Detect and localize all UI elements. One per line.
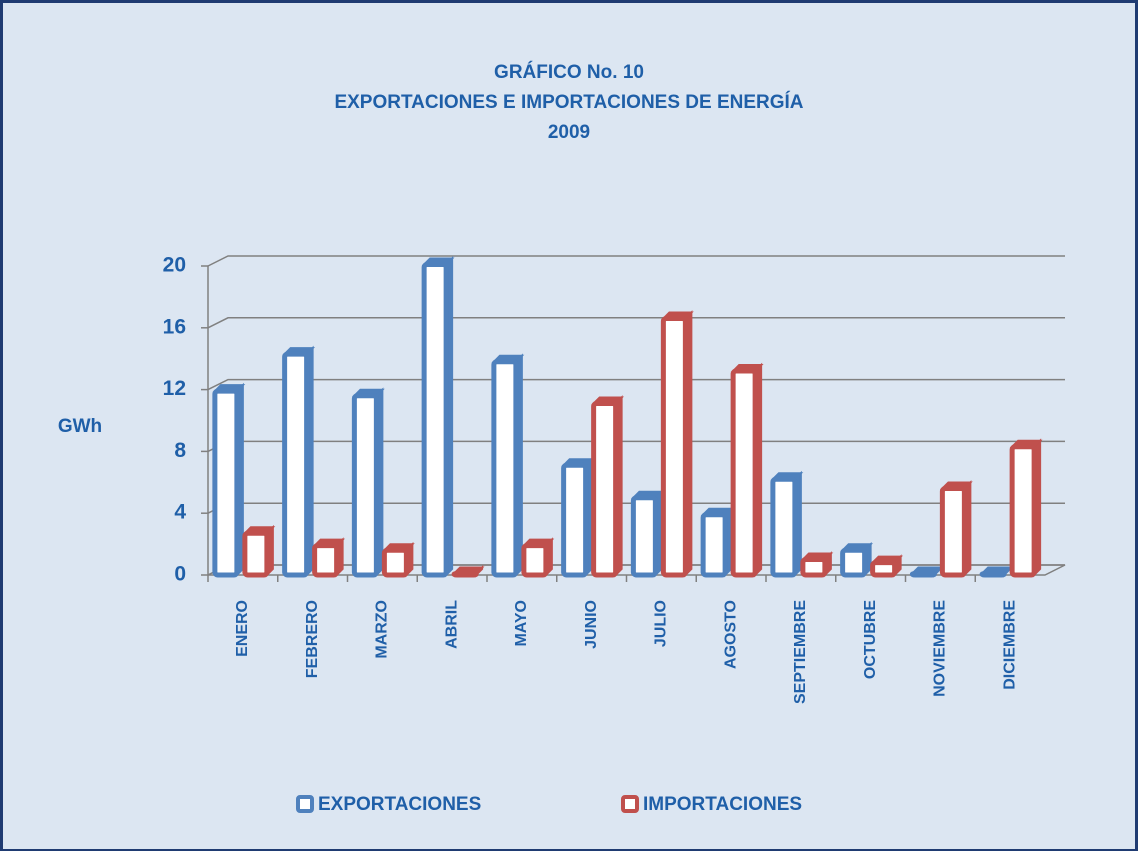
bar: [660, 316, 688, 578]
legend-swatch: [296, 795, 314, 813]
bar: [421, 261, 449, 578]
x-tick-label: ABRIL: [443, 600, 460, 649]
legend-label: EXPORTACIONES: [318, 794, 481, 815]
grid-line: [207, 255, 1065, 267]
chart-title: 2009: [548, 122, 590, 143]
bar: [630, 495, 658, 578]
x-tick-label: FEBRERO: [304, 600, 321, 678]
x-tick-label: NOVIEMBRE: [932, 600, 949, 697]
y-tick-label: 16: [163, 315, 186, 338]
bar: [730, 368, 758, 578]
chart-title: EXPORTACIONES E IMPORTACIONES DE ENERGÍA: [334, 91, 803, 113]
bar: [451, 570, 479, 578]
bar: [242, 530, 270, 578]
bar: [312, 543, 340, 578]
bar: [591, 401, 619, 578]
x-tick-label: SEPTIEMBRE: [792, 600, 809, 704]
bar: [770, 476, 798, 578]
x-tick-label: DICIEMBRE: [1001, 600, 1018, 690]
bar: [1009, 444, 1037, 578]
x-tick-label: JUNIO: [583, 600, 600, 649]
x-tick-label: OCTUBRE: [862, 600, 879, 679]
grid-line: [207, 317, 1065, 329]
bar: [939, 485, 967, 578]
y-tick-label: 4: [174, 501, 186, 524]
legend-swatch: [621, 795, 639, 813]
x-tick-label: MARZO: [374, 600, 391, 659]
y-axis-label: GWh: [58, 416, 102, 437]
bar: [870, 560, 898, 578]
x-tick-label: JULIO: [653, 600, 670, 647]
grid-line: [207, 378, 1065, 391]
bar: [282, 351, 310, 578]
bar: [909, 570, 937, 578]
bar: [351, 393, 379, 578]
x-tick-label: MAYO: [513, 600, 530, 647]
y-tick-label: 20: [163, 254, 186, 277]
legend-label: IMPORTACIONES: [643, 794, 802, 815]
bar: [700, 512, 728, 578]
bar: [381, 547, 409, 578]
bar: [521, 543, 549, 578]
x-tick-label: ENERO: [234, 600, 251, 657]
chart-title: GRÁFICO No. 10: [494, 61, 644, 83]
bar: [840, 547, 868, 578]
y-tick-label: 0: [174, 563, 186, 586]
bar: [491, 359, 519, 578]
bar: [561, 462, 589, 578]
x-tick-label: AGOSTO: [722, 600, 739, 669]
y-tick-label: 8: [174, 439, 186, 462]
bar: [212, 388, 240, 578]
y-tick-label: 12: [163, 377, 186, 400]
bar: [979, 570, 1007, 578]
bar: [800, 557, 828, 578]
